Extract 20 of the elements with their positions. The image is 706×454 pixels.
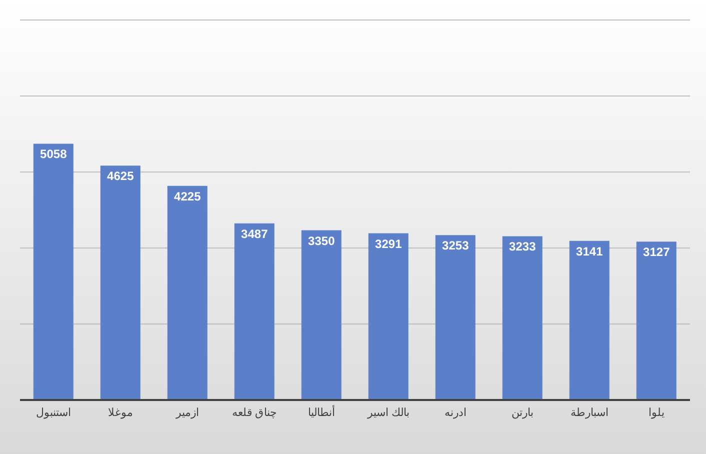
x-tick-label: بالك اسير: [366, 406, 410, 419]
data-label: 3127: [643, 245, 670, 260]
data-label: 4625: [107, 169, 134, 184]
x-tick-label: بارتن: [512, 406, 534, 419]
x-tick-label: أنطاليا: [308, 404, 335, 419]
x-tick-label: استنبول: [36, 406, 71, 419]
x-tick-label: ادرنه: [444, 406, 466, 419]
data-label: 3487: [241, 226, 268, 241]
x-tick-label: چناق قلعه: [232, 406, 278, 419]
data-label: 3350: [308, 234, 336, 248]
data-label: 3141: [576, 244, 604, 258]
data-label: 3233: [509, 240, 536, 254]
data-label: 4225: [174, 189, 202, 204]
x-tick-label: اسبارطة: [570, 406, 608, 419]
data-label: 3253: [442, 238, 470, 253]
x-tick-label: ازمير: [175, 406, 199, 419]
data-label: 3291: [375, 236, 402, 251]
x-tick-label: موغلا: [108, 406, 133, 419]
x-tick-label: يلوا: [648, 406, 664, 419]
data-label: 5058: [40, 147, 68, 162]
